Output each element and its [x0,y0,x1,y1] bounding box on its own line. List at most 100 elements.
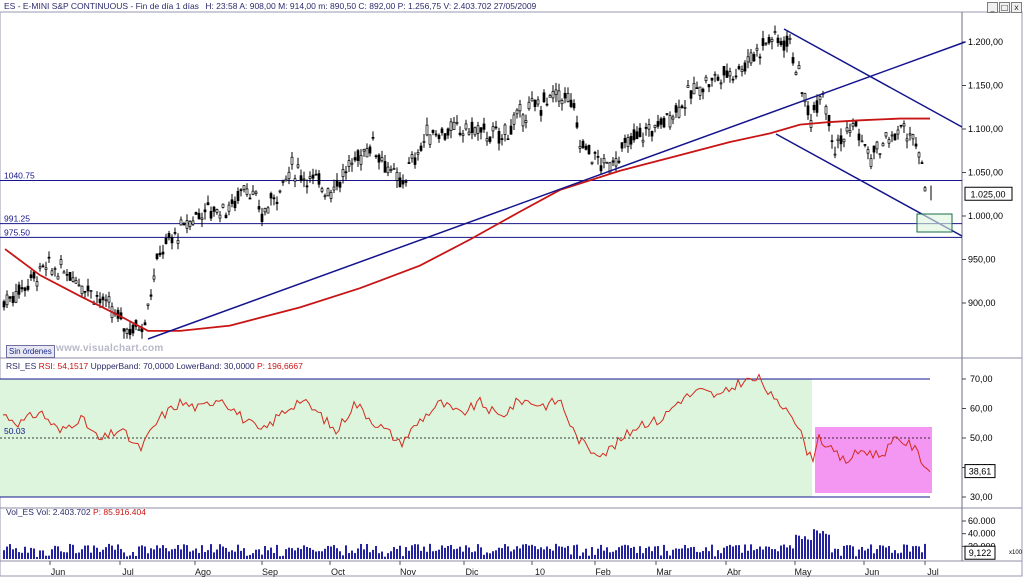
orders-status-badge[interactable]: Sin órdenes [6,345,55,358]
volume-bar [843,545,845,559]
volume-bar [111,545,113,559]
volume-bar [732,546,734,559]
price-bar-body [173,232,177,234]
volume-bar [543,549,545,559]
volume-bar [921,552,923,559]
price-bar-body [50,270,54,275]
rsi-highlight-zone [815,427,932,493]
volume-bar [234,551,236,559]
price-bar [425,117,429,137]
price-bar-body [476,125,480,134]
price-bar-body [863,144,867,146]
price-bar-body [638,127,642,137]
volume-bar [474,551,476,559]
volume-bar [573,545,575,559]
price-bar-body [8,296,12,299]
price-bar-body [626,137,630,147]
price-bar-body [857,133,861,141]
volume-bar [96,547,98,559]
price-bar-body [641,139,645,143]
volume-bar [714,556,716,559]
price-bar [269,191,273,206]
price-bar-body [596,156,600,158]
price-bar-body [800,92,804,94]
price-bar [122,328,126,339]
volume-bar [879,545,881,559]
price-bar [557,83,561,107]
price-bar-body [653,124,657,128]
price-bar-body [494,126,498,129]
price-bar-body [914,143,918,147]
volume-bar [420,550,422,559]
price-bar [242,185,246,193]
volume-bar [252,553,254,559]
price-bar [380,150,384,163]
price-bar-body [332,186,336,191]
volume-bar [699,552,701,559]
price-bar-body [527,101,531,110]
volume-bar [108,543,110,559]
price-bar [236,187,240,204]
price-y-tick-label: 1.200,00 [968,37,1003,47]
price-bar-body [842,138,846,143]
price-bar-body [98,298,102,304]
price-bar-body [203,209,207,213]
volume-bar [126,556,128,559]
volume-bar [690,547,692,559]
price-bar [278,189,282,194]
volume-bar [837,548,839,559]
price-bar [665,113,669,116]
price-bar-body [779,41,783,46]
volume-bar [696,551,698,559]
price-bar-body [572,103,576,109]
price-bar-body [137,328,141,331]
volume-bar [765,546,767,559]
price-bar [800,92,804,97]
price-bar [899,124,903,129]
volume-bar [750,544,752,559]
volume-bar [321,551,323,559]
minimize-button[interactable]: _ [987,2,998,13]
price-bar-body [722,65,726,76]
price-bar-body [305,185,309,188]
volume-bar [816,530,818,559]
maximize-button[interactable]: □ [999,2,1010,13]
price-bar [374,154,378,159]
price-bar-body [752,54,756,62]
volume-y-tick-label: 60.000 [968,516,996,526]
price-bar-body [227,204,231,212]
price-bar [503,123,507,142]
close-button[interactable]: x [1011,2,1022,13]
price-bar [713,71,717,83]
price-bar [728,67,732,83]
price-bar [422,133,426,148]
volume-bar [840,555,842,559]
price-bar [266,205,270,214]
price-bar-body [404,181,408,183]
volume-bar [387,553,389,559]
volume-bar [468,547,470,559]
price-bar [857,128,861,147]
volume-bar [417,544,419,559]
x-axis-label: Abr [727,567,741,577]
volume-bar [576,544,578,559]
volume-bar [561,546,563,559]
price-bar [326,187,330,197]
rsi-header-p: P: 196,6667 [257,361,303,371]
price-bar [83,290,87,299]
volume-bar [450,544,452,559]
volume-bar [339,551,341,559]
volume-bar [681,548,683,559]
volume-bar [213,552,215,559]
volume-bar [180,549,182,559]
volume-bar [717,550,719,559]
price-bar-body [899,124,903,127]
price-bar [413,152,417,169]
volume-bar [579,555,581,559]
volume-bar [741,552,743,559]
volume-bar [243,548,245,559]
price-bar [881,141,885,147]
price-bar [581,139,585,149]
price-bar-body [827,114,831,127]
volume-bar [306,546,308,559]
